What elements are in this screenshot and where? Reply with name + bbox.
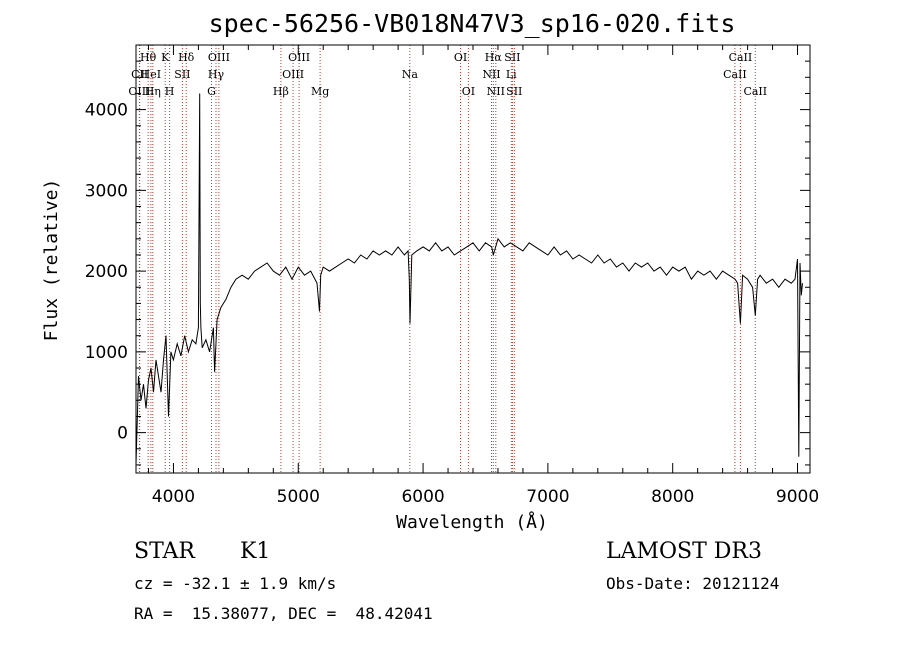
x-tick-label-8000: 8000: [651, 487, 694, 507]
line-label-22: SII: [504, 51, 520, 64]
y-axis-label: Flux (relative): [41, 179, 62, 342]
y-tick-label-2000: 2000: [85, 262, 128, 282]
y-tick-label-3000: 3000: [85, 181, 128, 201]
object-subclass: K1: [240, 539, 271, 564]
object-class: STAR: [134, 539, 195, 564]
chart-title: spec-56256-VB018N47V3_sp16-020.fits: [209, 9, 736, 38]
observation-date: Obs-Date: 20121124: [606, 574, 780, 593]
line-label-14: OIII: [282, 68, 304, 81]
spectral-line-labels: Hθ CII OIII HeI Hη K H SII Hδ OIII Hγ G Hβ OIII OIII Mg…: [128, 51, 767, 98]
line-label-4: Hη: [145, 85, 161, 98]
line-label-13: OIII: [288, 51, 310, 64]
line-label-19: Hα: [485, 51, 503, 64]
line-label-6: H: [165, 85, 175, 98]
spectral-line-markers: [138, 45, 756, 473]
line-label-12: Hβ: [273, 85, 289, 98]
line-label-25: CaII: [729, 51, 753, 64]
line-label-3: HeI: [141, 68, 161, 81]
x-axis-label: Wavelength (Å): [396, 511, 548, 533]
line-label-9: OIII: [208, 51, 230, 64]
line-label-27: CaII: [743, 85, 767, 98]
coordinates: RA = 15.38077, DEC = 48.42041: [134, 604, 433, 623]
y-axis-ticks: 0 1000 2000 3000 4000: [85, 44, 810, 466]
line-label-10: Hγ: [208, 68, 225, 81]
x-tick-label-5000: 5000: [277, 487, 320, 507]
line-label-18: OI: [462, 85, 475, 98]
line-label-7: SII: [174, 68, 190, 81]
line-label-17: OI: [454, 51, 467, 64]
x-tick-label-4000: 4000: [152, 487, 195, 507]
line-label-11: G: [207, 85, 216, 98]
x-axis-ticks: 4000 5000 6000 7000 8000 9000: [147, 45, 819, 507]
survey-name: LAMOST DR3: [606, 539, 762, 564]
line-label-24: SII: [506, 85, 522, 98]
line-label-1: CII: [131, 68, 148, 81]
x-tick-label-6000: 6000: [401, 487, 444, 507]
line-label-16: Na: [402, 68, 419, 81]
y-tick-label-0: 0: [117, 424, 128, 444]
line-label-21: NII: [487, 85, 505, 98]
spectrum-line: [135, 93, 803, 465]
line-label-8: Hδ: [178, 51, 195, 64]
line-label-5: K: [161, 51, 170, 64]
line-label-15: Mg: [311, 85, 329, 98]
line-label-23: Li: [506, 68, 517, 81]
redshift-value: cz = -32.1 ± 1.9 km/s: [134, 574, 337, 593]
line-label-2: OIII: [128, 85, 150, 98]
y-tick-label-4000: 4000: [85, 101, 128, 121]
line-label-20: NII: [482, 68, 500, 81]
x-tick-label-7000: 7000: [526, 487, 569, 507]
x-tick-label-9000: 9000: [776, 487, 819, 507]
plot-frame: [135, 44, 811, 474]
line-label-0: Hθ: [140, 51, 157, 64]
line-label-26: CaII: [723, 68, 747, 81]
y-tick-label-1000: 1000: [85, 343, 128, 363]
